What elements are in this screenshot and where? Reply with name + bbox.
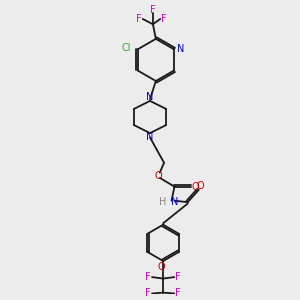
Text: F: F [146,272,151,282]
Text: O: O [154,171,162,181]
Text: F: F [146,289,151,298]
Text: O: O [158,262,166,272]
Text: N: N [146,92,154,102]
Text: F: F [161,14,167,24]
Text: H: H [159,196,166,207]
Text: N: N [177,44,184,54]
Text: N: N [171,196,178,207]
Text: F: F [175,272,181,282]
Text: F: F [150,4,156,15]
Text: F: F [175,289,181,298]
Text: Cl: Cl [122,43,131,52]
Text: F: F [136,14,142,24]
Text: N: N [146,132,154,142]
Text: O: O [197,182,204,191]
Text: O: O [191,182,199,192]
